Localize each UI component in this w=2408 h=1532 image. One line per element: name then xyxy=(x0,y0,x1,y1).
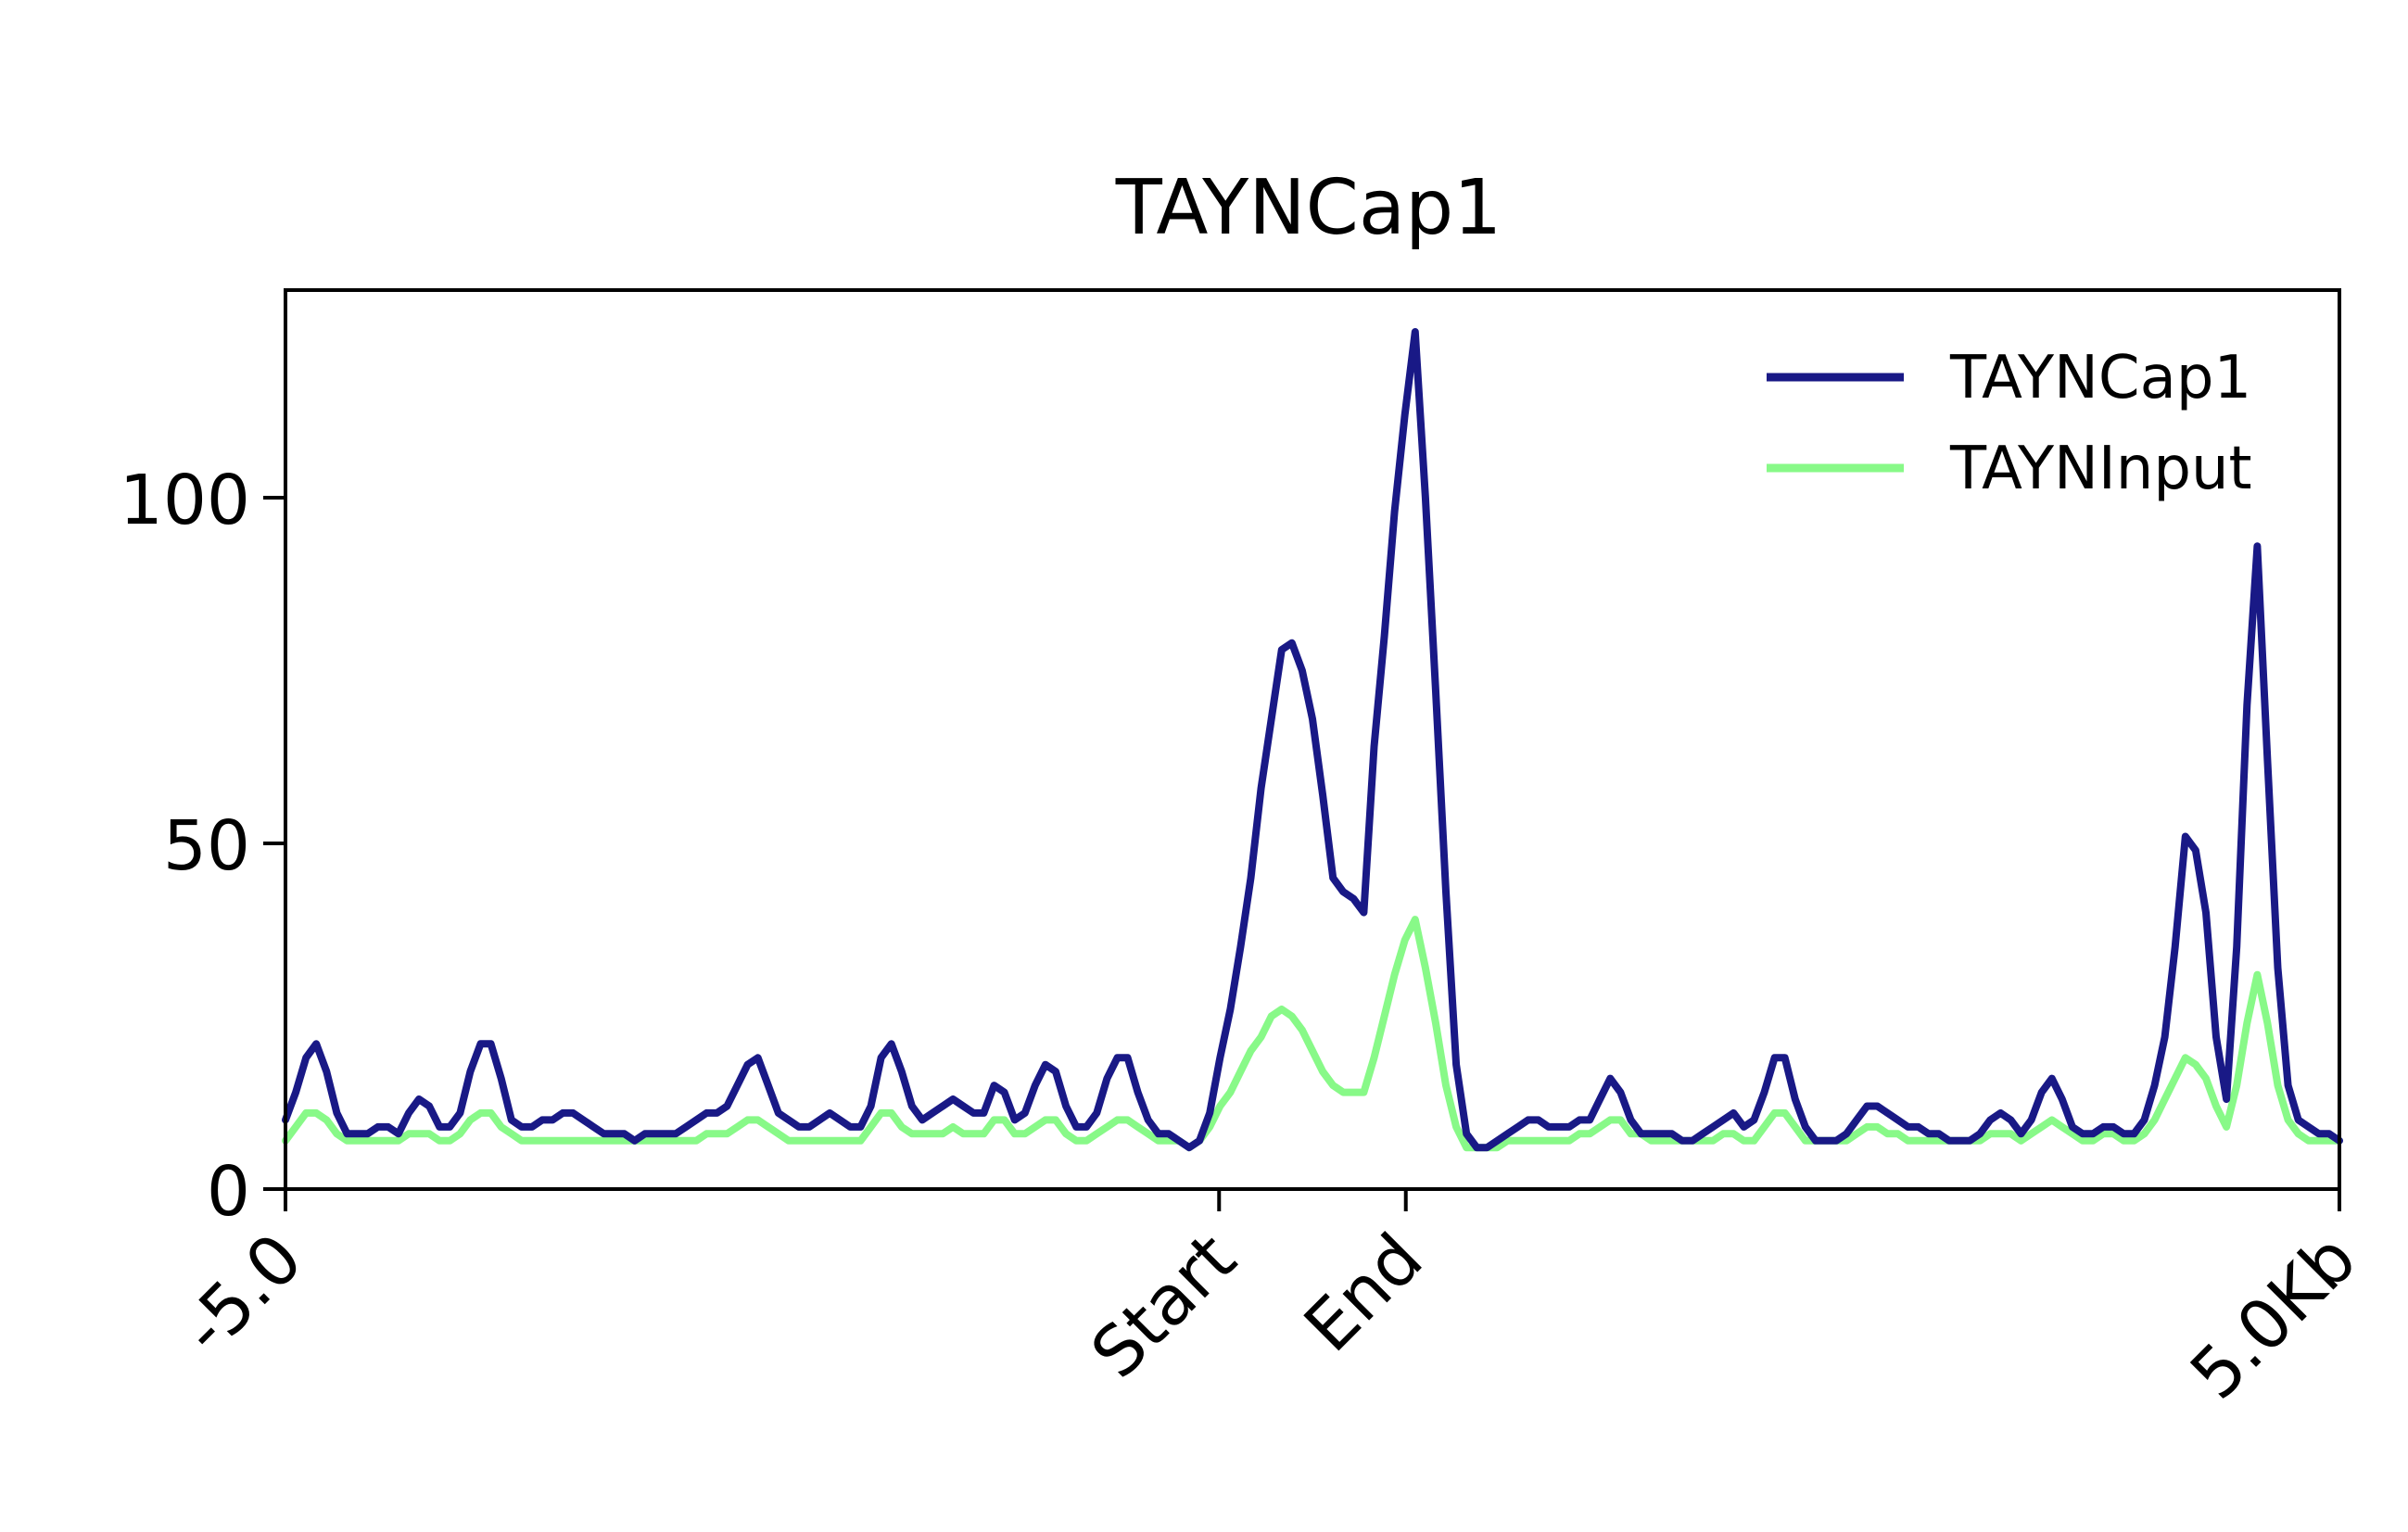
y-axis: 0 50 100 xyxy=(120,461,285,1232)
legend: TAYNCap1 TAYNInput xyxy=(1767,344,2252,503)
plot-frame xyxy=(284,288,2341,1191)
legend-label-1: TAYNInput xyxy=(1949,435,2252,503)
y-tick-label-0: 0 xyxy=(207,1152,250,1232)
series-line-1 xyxy=(282,916,2343,1152)
y-tick-label-2: 100 xyxy=(120,461,250,540)
legend-label-0: TAYNCap1 xyxy=(1949,344,2251,412)
series-line-0 xyxy=(282,328,2343,1152)
series-layer xyxy=(282,328,2343,1152)
y-tick-label-1: 50 xyxy=(163,806,250,886)
chart-title: TAYNCap1 xyxy=(1115,164,1502,252)
